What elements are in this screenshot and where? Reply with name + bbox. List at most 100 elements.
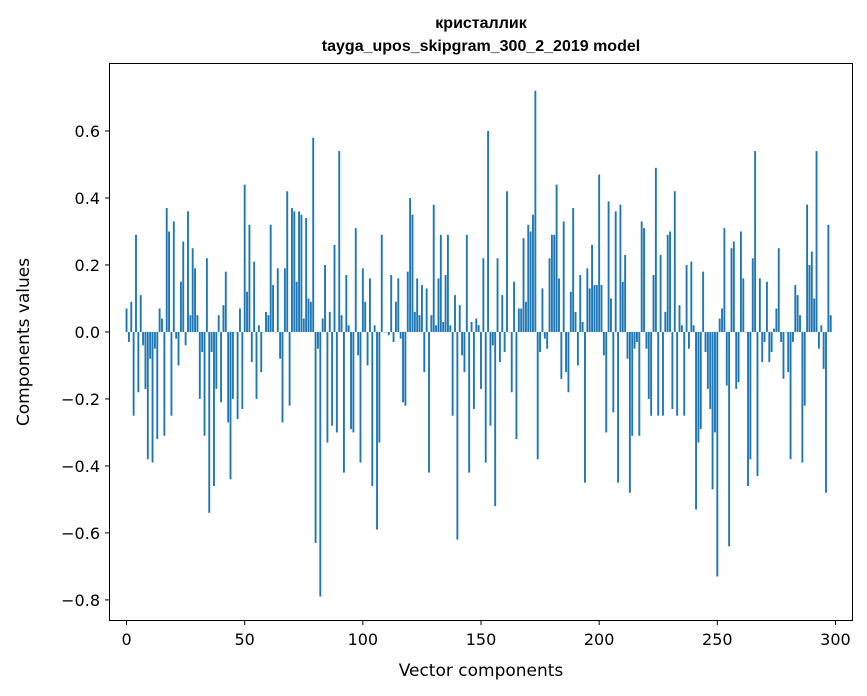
bar: [435, 325, 438, 332]
bar: [645, 331, 648, 349]
bar: [416, 278, 419, 332]
bar: [286, 191, 289, 332]
bar: [636, 331, 638, 342]
bar: [543, 331, 546, 339]
bar: [581, 321, 584, 332]
bar: [229, 331, 232, 480]
bar: [496, 258, 499, 332]
x-tick-label: 200: [584, 630, 615, 649]
bar: [248, 224, 251, 332]
bar: [413, 311, 416, 332]
bar: [730, 248, 733, 332]
bar: [201, 331, 204, 353]
bar: [501, 295, 504, 332]
bar-series: [125, 90, 832, 597]
bar: [394, 301, 397, 332]
bar: [380, 234, 383, 332]
bar: [175, 331, 178, 339]
bar: [215, 331, 218, 389]
bar: [442, 321, 445, 332]
bar: [695, 331, 697, 510]
bar: [714, 331, 716, 433]
bar: [418, 315, 421, 332]
bar: [283, 268, 286, 332]
bar: [361, 268, 364, 332]
bar: [803, 331, 806, 406]
bar: [704, 331, 707, 353]
bar: [165, 208, 168, 332]
bar: [754, 151, 757, 332]
bar: [520, 308, 523, 332]
bar: [246, 291, 248, 332]
bar: [829, 315, 832, 332]
bar: [149, 331, 152, 359]
bar: [137, 331, 140, 393]
bar: [737, 331, 740, 383]
bar: [378, 331, 381, 443]
bar: [220, 331, 223, 403]
bar: [437, 278, 440, 332]
bar: [626, 331, 629, 359]
bar: [354, 228, 357, 332]
bar: [799, 315, 801, 332]
bar: [269, 224, 272, 332]
bar: [711, 331, 714, 490]
bar: [565, 331, 568, 373]
bar: [463, 331, 466, 373]
bar: [787, 331, 790, 373]
bar: [532, 214, 534, 332]
bar: [446, 234, 449, 332]
bar: [633, 331, 636, 349]
bar: [397, 278, 400, 332]
bar: [822, 331, 825, 369]
bar: [723, 228, 726, 332]
x-axis: 0 50 100 150 200 250 300: [121, 620, 851, 649]
bar: [688, 331, 690, 349]
bar: [345, 275, 348, 332]
bar: [593, 285, 596, 332]
bar: [456, 331, 459, 540]
bar: [305, 218, 308, 332]
bar: [387, 331, 390, 336]
bar: [643, 228, 645, 332]
bar: [293, 211, 296, 332]
bar: [187, 211, 189, 332]
bar: [572, 208, 575, 332]
y-tick-label: −0.6: [61, 524, 100, 543]
bar: [517, 308, 520, 332]
bar: [541, 288, 544, 332]
bar: [317, 331, 319, 349]
bar: [506, 191, 508, 332]
bar: [796, 295, 799, 332]
bar: [515, 331, 518, 440]
bar: [548, 258, 551, 332]
bar: [718, 318, 721, 332]
y-tick-label: 0.0: [75, 323, 100, 342]
y-tick-label: −0.8: [61, 591, 100, 610]
bar: [662, 331, 664, 416]
bar: [368, 278, 371, 332]
bar: [343, 331, 345, 473]
bar: [791, 331, 794, 342]
bar: [158, 308, 161, 332]
bar: [279, 331, 282, 359]
bar: [574, 311, 577, 332]
bar: [196, 315, 199, 332]
y-tick-label: 0.2: [75, 256, 100, 275]
bar: [451, 331, 454, 416]
bar: [135, 234, 137, 332]
bar: [267, 315, 270, 332]
bar: [409, 197, 412, 332]
bar: [484, 331, 487, 463]
bar: [732, 241, 735, 332]
bar: [652, 275, 655, 332]
bar: [331, 331, 334, 426]
bar: [742, 278, 745, 332]
bar: [439, 234, 442, 332]
bar: [265, 311, 267, 332]
bar: [338, 151, 341, 332]
bar: [728, 331, 731, 547]
bar: [326, 331, 329, 443]
bar: [125, 308, 128, 332]
